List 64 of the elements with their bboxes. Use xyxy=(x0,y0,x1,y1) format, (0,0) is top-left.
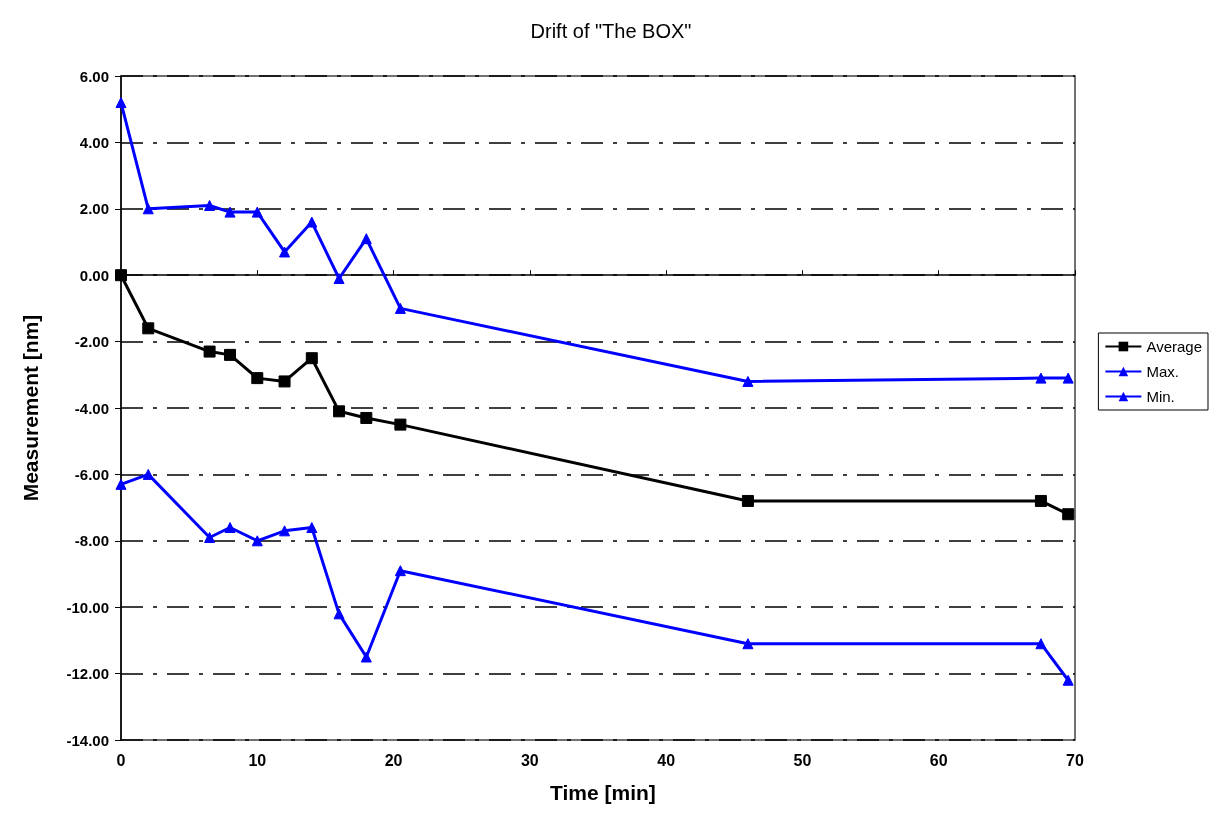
y-tick-label: -6.00 xyxy=(74,465,109,483)
legend-label: Min. xyxy=(1146,388,1175,405)
point xyxy=(333,405,346,418)
point xyxy=(360,651,372,663)
point xyxy=(742,375,754,387)
point xyxy=(394,565,406,577)
x-tick-label: 60 xyxy=(929,751,948,769)
y-tick-label: -14.00 xyxy=(66,731,109,749)
y-tick-label: -12.00 xyxy=(66,665,109,683)
point xyxy=(306,216,318,228)
point xyxy=(279,246,291,258)
point xyxy=(251,372,264,385)
y-tick-label: 2.00 xyxy=(79,200,109,218)
point xyxy=(142,322,155,335)
point xyxy=(306,522,318,534)
x-tick-label: 20 xyxy=(384,751,403,769)
point xyxy=(360,233,372,245)
point xyxy=(224,522,236,534)
y-tick-label: -10.00 xyxy=(66,598,109,616)
x-tick-label: 50 xyxy=(793,751,812,769)
point xyxy=(1034,494,1047,507)
x-tick-label: 70 xyxy=(1066,751,1084,769)
point xyxy=(360,411,373,424)
point xyxy=(142,468,154,480)
point xyxy=(1062,372,1074,384)
legend-label: Max. xyxy=(1146,363,1179,380)
x-tick-label: 0 xyxy=(116,751,126,769)
point xyxy=(394,418,407,431)
y-tick-label: -8.00 xyxy=(74,532,109,550)
point xyxy=(251,206,263,218)
point xyxy=(204,531,216,543)
point xyxy=(251,535,263,547)
x-tick-label: 40 xyxy=(657,751,676,769)
y-tick-label: -4.00 xyxy=(74,399,109,417)
point xyxy=(394,302,406,314)
point xyxy=(224,206,236,218)
y-tick-label: 4.00 xyxy=(79,133,109,151)
point xyxy=(1062,674,1074,686)
point xyxy=(742,638,754,650)
point xyxy=(278,375,291,388)
point xyxy=(203,345,216,358)
point xyxy=(333,273,345,285)
x-tick-label: 30 xyxy=(520,751,539,769)
x-tick-label: 10 xyxy=(248,751,267,769)
point xyxy=(1062,508,1075,521)
point xyxy=(224,348,237,361)
point xyxy=(115,478,127,490)
point xyxy=(1035,372,1047,384)
point xyxy=(1035,638,1047,650)
point xyxy=(305,352,318,365)
x-axis-title: Time [min] xyxy=(550,781,656,804)
point xyxy=(741,494,754,507)
y-tick-label: 6.00 xyxy=(79,67,109,85)
chart-title: Drift of "The BOX" xyxy=(530,20,692,42)
point xyxy=(333,608,345,620)
point xyxy=(204,199,216,211)
y-axis-title: Measurement [nm] xyxy=(19,314,42,502)
y-tick-label: -2.00 xyxy=(74,333,109,351)
point xyxy=(279,525,291,537)
point xyxy=(115,97,127,109)
point xyxy=(142,203,154,215)
y-tick-label: 0.00 xyxy=(79,266,109,284)
point xyxy=(115,269,127,282)
legend-label: Average xyxy=(1146,338,1203,355)
